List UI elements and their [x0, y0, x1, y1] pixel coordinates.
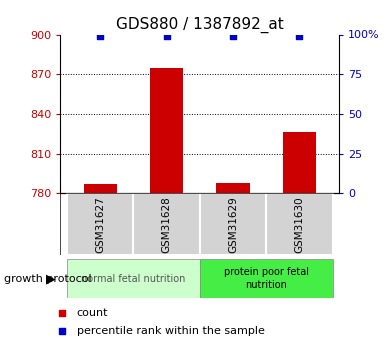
- Bar: [133, 193, 200, 255]
- Bar: [84, 184, 117, 193]
- Text: normal fetal nutrition: normal fetal nutrition: [81, 274, 186, 284]
- Text: GSM31630: GSM31630: [294, 196, 305, 253]
- Text: count: count: [76, 308, 108, 318]
- Point: [163, 33, 170, 39]
- Bar: [67, 259, 200, 298]
- Point: [58, 328, 65, 333]
- Title: GDS880 / 1387892_at: GDS880 / 1387892_at: [116, 17, 284, 33]
- Point: [296, 33, 303, 39]
- Bar: [200, 259, 333, 298]
- Text: ▶: ▶: [46, 272, 55, 285]
- Bar: [216, 183, 250, 193]
- Point: [58, 310, 65, 316]
- Bar: [266, 193, 333, 255]
- Point: [97, 33, 103, 39]
- Bar: [283, 132, 316, 193]
- Text: GSM31628: GSM31628: [162, 196, 172, 253]
- Text: growth protocol: growth protocol: [4, 274, 92, 284]
- Bar: [150, 68, 183, 193]
- Text: GSM31627: GSM31627: [95, 196, 105, 253]
- Bar: [67, 193, 133, 255]
- Bar: [200, 193, 266, 255]
- Text: GSM31629: GSM31629: [228, 196, 238, 253]
- Text: protein poor fetal
nutrition: protein poor fetal nutrition: [224, 267, 309, 290]
- Text: percentile rank within the sample: percentile rank within the sample: [76, 326, 264, 335]
- Point: [230, 33, 236, 39]
